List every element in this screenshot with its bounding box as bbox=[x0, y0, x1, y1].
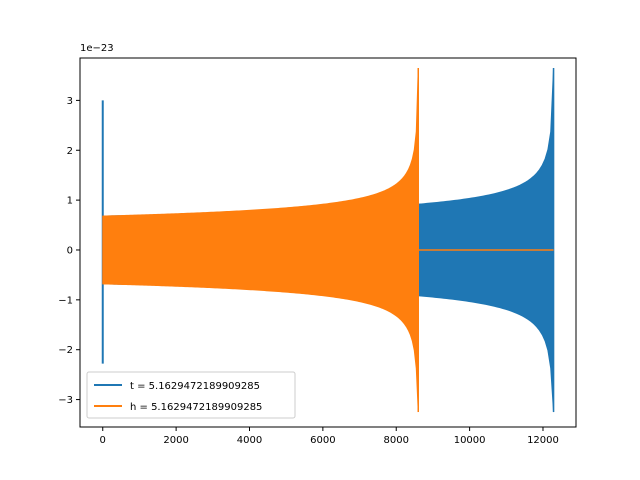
y-tick-label: 1 bbox=[67, 196, 73, 207]
x-axis: 0 2000 4000 6000 8000 10000 12000 bbox=[100, 427, 559, 446]
y-tick-label: 3 bbox=[67, 96, 73, 107]
legend-label-t: t = 5.1629472189909285 bbox=[130, 381, 260, 392]
y-tick-label: −2 bbox=[58, 345, 73, 356]
plot-area bbox=[101, 67, 555, 413]
legend-box bbox=[86, 371, 296, 419]
series-fill bbox=[102, 67, 419, 413]
x-tick-label: 6000 bbox=[310, 435, 335, 446]
y-tick-label: 2 bbox=[67, 146, 73, 157]
y-tick-label: 0 bbox=[67, 245, 73, 256]
x-tick-label: 4000 bbox=[237, 435, 262, 446]
x-tick-label: 8000 bbox=[384, 435, 409, 446]
x-tick-label: 0 bbox=[100, 435, 106, 446]
y-offset-label: 1e−23 bbox=[80, 43, 114, 54]
y-axis: −3 −2 −1 0 1 2 3 bbox=[58, 96, 80, 406]
axes-frame bbox=[79, 57, 577, 428]
x-tick-label: 10000 bbox=[454, 435, 486, 446]
y-tick-label: −1 bbox=[58, 295, 73, 306]
y-tick-label: −3 bbox=[58, 395, 73, 406]
series-1 bbox=[102, 67, 554, 413]
x-tick-label: 12000 bbox=[527, 435, 559, 446]
x-tick-label: 2000 bbox=[163, 435, 188, 446]
legend: t = 5.1629472189909285 h = 5.16294721899… bbox=[86, 371, 296, 419]
legend-label-h: h = 5.1629472189909285 bbox=[130, 402, 262, 413]
